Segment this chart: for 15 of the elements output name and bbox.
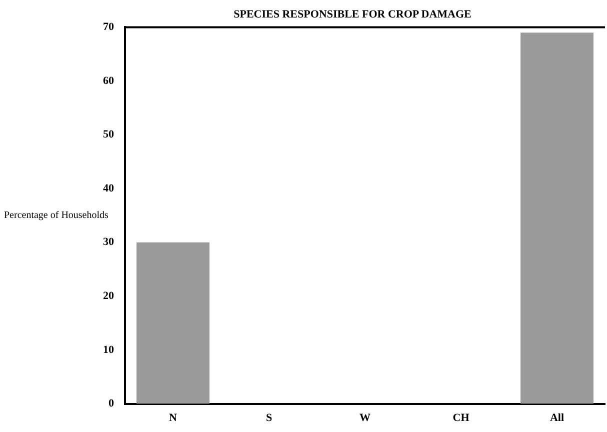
y-tick-label: 40 (103, 182, 114, 194)
y-tick-label: 70 (103, 21, 114, 34)
x-tick-label: All (550, 412, 564, 424)
y-tick-label: 60 (103, 74, 114, 87)
x-tick-label: CH (452, 412, 470, 424)
x-tick-label: W (360, 412, 370, 424)
y-tick-label: 20 (103, 290, 114, 302)
x-tick-label: S (266, 412, 272, 424)
y-tick-label: 10 (103, 344, 114, 356)
x-tick-label: N (169, 412, 178, 424)
y-tick-label: 50 (103, 128, 114, 141)
chart-title: SPECIES RESPONSIBLE FOR CROP DAMAGE (234, 8, 472, 20)
y-tick-label: 0 (108, 398, 114, 410)
y-tick-label: 30 (103, 236, 114, 248)
y-axis-title: Percentage of Households (4, 210, 109, 222)
